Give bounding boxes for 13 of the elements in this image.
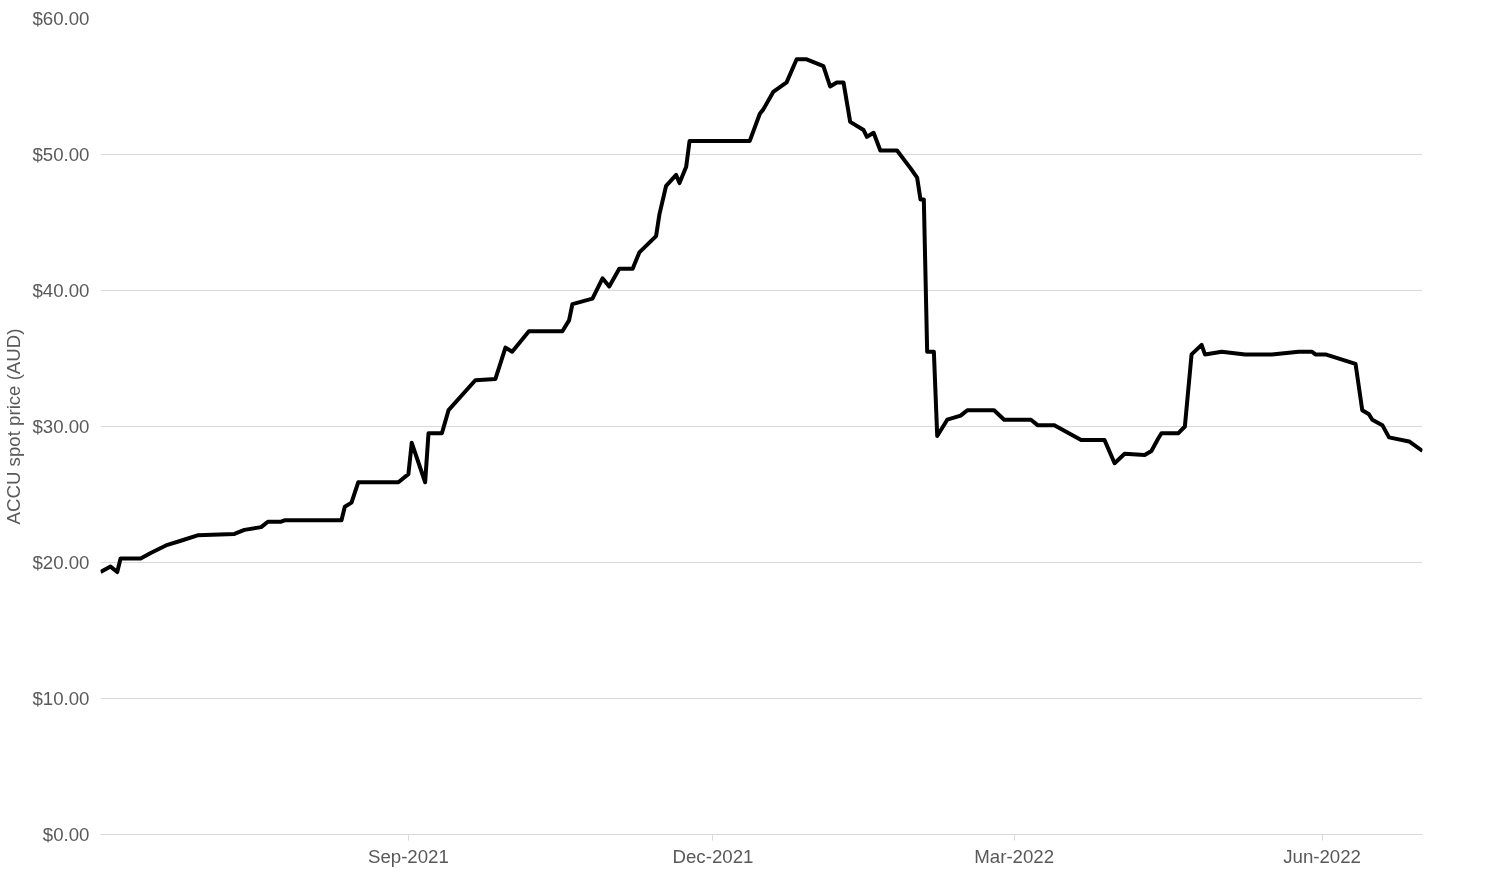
y-tick-label: $40.00 <box>32 280 90 301</box>
line-series <box>100 57 1423 575</box>
y-tick-label: $30.00 <box>32 416 90 437</box>
y-axis-title: ACCU spot price (AUD) <box>3 328 25 525</box>
x-tick-label: Sep-2021 <box>367 845 449 867</box>
y-tick-label: $10.00 <box>32 688 90 709</box>
y-tick-label: $0.00 <box>42 824 90 845</box>
x-tick-label: Jun-2022 <box>1283 845 1361 867</box>
y-tick-label: $20.00 <box>32 552 90 573</box>
y-tick-label: $60.00 <box>32 8 90 29</box>
x-tick-label: Dec-2021 <box>672 845 754 867</box>
x-tick-label: Mar-2022 <box>974 845 1055 867</box>
y-tick-label: $50.00 <box>32 144 90 165</box>
